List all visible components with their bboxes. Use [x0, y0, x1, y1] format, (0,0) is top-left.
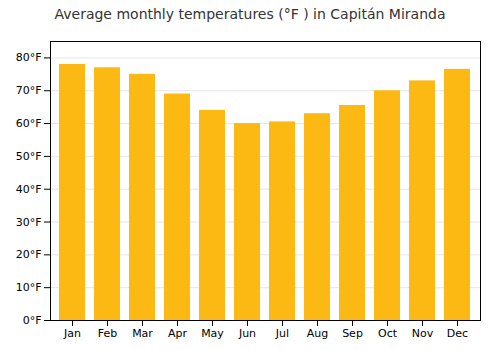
svg-text:Jun: Jun — [238, 327, 256, 340]
svg-text:70°F: 70°F — [16, 84, 42, 97]
svg-text:0°F: 0°F — [23, 314, 42, 327]
svg-text:Apr: Apr — [168, 327, 188, 340]
svg-text:40°F: 40°F — [16, 183, 42, 196]
svg-text:10°F: 10°F — [16, 281, 42, 294]
svg-text:Nov: Nov — [412, 327, 434, 340]
svg-text:Mar: Mar — [132, 327, 153, 340]
svg-text:Jul: Jul — [275, 327, 289, 340]
html-text:Average monthly temperatures (: Average monthly temperatures (°F ) in Ca… — [54, 6, 446, 22]
svg-text:Dec: Dec — [447, 327, 468, 340]
svg-text:60°F: 60°F — [16, 117, 42, 130]
svg-text:Jan: Jan — [63, 327, 81, 340]
svg-text:Oct: Oct — [378, 327, 398, 340]
svg-text:Aug: Aug — [307, 327, 328, 340]
svg-text:20°F: 20°F — [16, 248, 42, 261]
svg-text:30°F: 30°F — [16, 216, 42, 229]
svg-text:May: May — [201, 327, 224, 340]
svg-text:Sep: Sep — [342, 327, 363, 340]
svg-text:50°F: 50°F — [16, 150, 42, 163]
svg-text:Feb: Feb — [98, 327, 117, 340]
svg-text:80°F: 80°F — [16, 51, 42, 64]
